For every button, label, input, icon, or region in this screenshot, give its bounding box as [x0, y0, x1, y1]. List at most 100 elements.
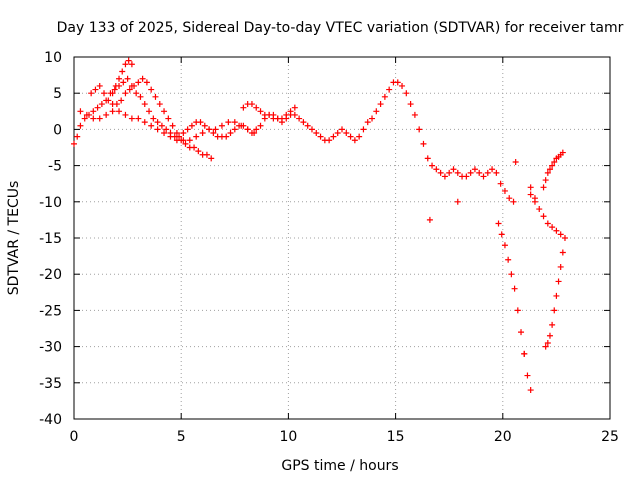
data-point-marker [511, 285, 518, 292]
data-point-marker [150, 115, 157, 122]
y-tick-label: 5 [53, 86, 62, 102]
data-point-marker [124, 75, 131, 82]
data-point-marker [180, 130, 187, 137]
data-point-marker [373, 108, 380, 115]
data-point-marker [557, 263, 564, 270]
data-point-marker [148, 86, 155, 93]
data-point-marker [71, 140, 77, 147]
x-tick-label: 15 [387, 429, 405, 445]
data-point-marker [536, 206, 543, 213]
data-point-marker [126, 86, 133, 93]
data-point-marker [510, 198, 517, 205]
data-point-marker [165, 115, 172, 122]
data-point-marker [454, 169, 461, 176]
data-point-marker [433, 166, 440, 173]
data-point-marker [167, 133, 174, 140]
data-point-marker [176, 133, 183, 140]
data-point-marker [148, 122, 155, 129]
data-point-marker [546, 332, 553, 339]
data-point-marker [173, 137, 180, 144]
data-point-marker [188, 122, 195, 129]
data-point-marker [105, 97, 112, 104]
data-point-marker [313, 130, 320, 137]
data-point-marker [484, 169, 491, 176]
y-tick-label: -30 [39, 340, 62, 356]
data-point-marker [125, 57, 132, 64]
data-point-marker [334, 130, 341, 137]
data-point-marker [90, 115, 97, 122]
data-point-marker [544, 220, 551, 227]
data-point-marker [527, 184, 534, 191]
data-point-marker [193, 133, 200, 140]
data-point-marker [497, 180, 504, 187]
data-point-marker [524, 372, 531, 379]
data-point-marker [441, 173, 448, 180]
data-point-marker [257, 122, 264, 129]
data-point-marker [308, 126, 315, 133]
data-point-marker [156, 101, 163, 108]
data-point-marker [480, 173, 487, 180]
data-point-marker [454, 198, 461, 205]
data-point-marker [88, 90, 95, 97]
data-point-marker [96, 115, 103, 122]
data-point-marker [161, 108, 168, 115]
data-point-marker [377, 101, 384, 108]
data-point-marker [77, 108, 84, 115]
data-point-marker [291, 111, 298, 118]
data-point-marker [120, 79, 127, 86]
data-point-marker [197, 119, 204, 126]
data-point-marker [339, 126, 345, 133]
data-point-marker [364, 119, 371, 126]
data-point-marker [158, 122, 165, 129]
data-point-marker [101, 90, 108, 97]
data-point-marker [411, 111, 418, 118]
data-point-marker [253, 126, 260, 133]
data-point-marker [119, 68, 126, 75]
data-point-marker [489, 166, 496, 173]
data-point-marker [512, 158, 519, 165]
y-tick-label: -25 [39, 303, 62, 319]
data-point-marker [203, 151, 210, 158]
data-point-marker [551, 307, 558, 314]
data-point-marker [420, 140, 427, 147]
x-tick-label: 5 [177, 429, 186, 445]
data-point-marker [128, 115, 135, 122]
data-point-marker [184, 126, 191, 133]
data-point-marker [463, 173, 470, 180]
data-point-marker [103, 111, 110, 118]
data-point-marker [90, 108, 97, 115]
data-point-marker [94, 104, 101, 111]
data-point-marker [508, 271, 515, 278]
chart-title: Day 133 of 2025, Sidereal Day-to-day VTE… [57, 20, 624, 36]
data-point-marker [287, 108, 294, 115]
data-point-marker [437, 169, 444, 176]
data-point-marker [501, 187, 508, 194]
data-point-marker [74, 133, 81, 140]
data-point-marker [549, 162, 556, 169]
data-point-marker [549, 224, 556, 231]
data-point-marker [152, 93, 159, 100]
data-point-marker [231, 119, 238, 126]
data-point-marker [542, 343, 549, 350]
data-point-marker [225, 119, 232, 126]
data-point-marker [113, 101, 120, 108]
axis-ticks: 0 5 10 15 20 25 10 5 0 -5 -10 -15 -20 -25 -30 -35 -40 [39, 50, 619, 445]
data-point-marker [218, 122, 225, 129]
data-point-marker [109, 108, 116, 115]
data-point-marker [257, 108, 264, 115]
data-point-marker [266, 111, 273, 118]
data-point-marker [369, 115, 376, 122]
data-point-marker [330, 133, 337, 140]
data-point-marker [446, 169, 453, 176]
x-tick-label: 0 [70, 429, 79, 445]
data-point-marker [96, 82, 103, 89]
data-point-marker [81, 115, 88, 122]
data-point-marker [137, 93, 144, 100]
data-point-marker [251, 130, 258, 137]
data-point-marker [326, 137, 333, 144]
data-point-marker [116, 108, 123, 115]
data-point-marker [122, 111, 129, 118]
data-point-marker [561, 235, 568, 241]
data-point-marker [403, 90, 410, 97]
data-point-marker [143, 79, 150, 86]
